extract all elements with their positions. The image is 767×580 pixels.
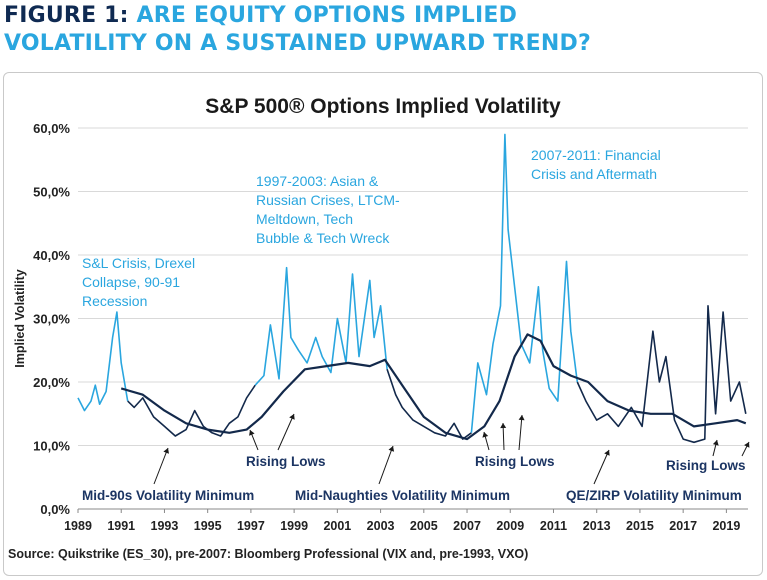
annotation-volatility-minimum: QE/ZIRP Volatility Minimum xyxy=(566,488,742,503)
chart-frame xyxy=(3,72,763,576)
y-tick-label: 10,0% xyxy=(33,439,70,454)
annotation-financial-crisis: 2007-2011: Financial xyxy=(531,147,661,163)
annotation-arrowhead xyxy=(482,432,489,438)
annotation-arrowhead xyxy=(744,442,750,448)
x-tick-label: 1993 xyxy=(151,519,179,533)
annotation-arrowhead xyxy=(249,430,255,436)
annotation-arrow xyxy=(593,449,610,485)
annotation-arrowhead xyxy=(712,440,719,446)
y-axis-label: Implied Volatility xyxy=(13,269,27,367)
y-tick-label: 20,0% xyxy=(33,375,70,390)
annotation-arrow xyxy=(378,445,394,485)
x-tick-label: 2001 xyxy=(323,519,351,533)
figure-number: FIGURE 1: xyxy=(4,3,129,28)
y-tick-label: 30,0% xyxy=(33,312,70,327)
annotation-asian-crises: Bubble & Tech Wreck xyxy=(256,230,390,246)
annotation-rising-lows: Rising Lows xyxy=(666,458,746,473)
annotation-snl-crisis: Collapse, 90-91 xyxy=(82,274,180,290)
annotation-arrowhead xyxy=(500,423,507,429)
volatility-series-line xyxy=(254,266,388,386)
figure-title-line-2: VOLATILITY ON A SUSTAINED UPWARD TREND? xyxy=(4,31,591,56)
annotation-arrowhead xyxy=(604,450,610,456)
annotation-asian-crises: Meltdown, Tech xyxy=(256,211,353,227)
chart-title: S&P 500® Options Implied Volatility xyxy=(205,95,561,118)
x-tick-label: 2007 xyxy=(453,519,481,533)
figure-title-line-1: ARE EQUITY OPTIONS IMPLIED xyxy=(136,3,518,28)
annotation-asian-crises: 1997-2003: Asian & xyxy=(256,173,379,189)
x-tick-label: 2003 xyxy=(367,519,395,533)
x-tick-label: 1995 xyxy=(194,519,222,533)
x-tick-label: 2005 xyxy=(410,519,438,533)
annotation-arrowhead xyxy=(388,446,395,452)
x-tick-label: 2013 xyxy=(583,519,611,533)
annotation-rising-lows: Rising Lows xyxy=(475,454,555,469)
volatility-series-line xyxy=(386,369,472,440)
annotation-arrow xyxy=(153,447,169,485)
annotation-rising-lows: Rising Lows xyxy=(246,454,326,469)
y-tick-label: 0,0% xyxy=(40,502,70,517)
source-note: Source: Quikstrike (ES_30), pre-2007: Bl… xyxy=(8,547,529,561)
annotation-arrow xyxy=(277,413,295,451)
annotation-financial-crisis: Crisis and Aftermath xyxy=(531,166,657,182)
annotation-snl-crisis: S&L Crisis, Drexel xyxy=(82,255,195,271)
figure-heading: FIGURE 1: ARE EQUITY OPTIONS IMPLIED VOL… xyxy=(4,2,704,58)
annotation-volatility-minimum: Mid-90s Volatility Minimum xyxy=(82,488,254,503)
x-tick-label: 2017 xyxy=(669,519,697,533)
x-tick-label: 2019 xyxy=(712,519,740,533)
y-tick-label: 40,0% xyxy=(33,248,70,263)
annotation-arrowhead xyxy=(289,414,295,420)
volatility-series-line xyxy=(127,384,256,437)
annotation-arrow xyxy=(518,414,523,451)
volatility-series-line xyxy=(77,311,129,412)
x-tick-label: 2011 xyxy=(540,519,567,533)
y-tick-label: 50,0% xyxy=(33,185,70,200)
annotation-arrowhead xyxy=(163,448,169,454)
x-tick-label: 1989 xyxy=(64,519,92,533)
x-tick-label: 1991 xyxy=(107,519,135,533)
x-tick-label: 2015 xyxy=(626,519,654,533)
annotation-volatility-minimum: Mid-Naughties Volatility Minimum xyxy=(295,488,510,503)
annotation-arrowhead xyxy=(518,415,525,421)
volatility-series-line xyxy=(576,304,747,444)
annotation-snl-crisis: Recession xyxy=(82,293,147,309)
x-tick-label: 1997 xyxy=(237,519,265,533)
trend-line xyxy=(120,333,747,441)
x-tick-label: 1999 xyxy=(280,519,308,533)
x-tick-label: 2009 xyxy=(496,519,524,533)
annotation-asian-crises: Russian Crises, LTCM- xyxy=(256,192,400,208)
y-tick-label: 60,0% xyxy=(33,121,70,136)
